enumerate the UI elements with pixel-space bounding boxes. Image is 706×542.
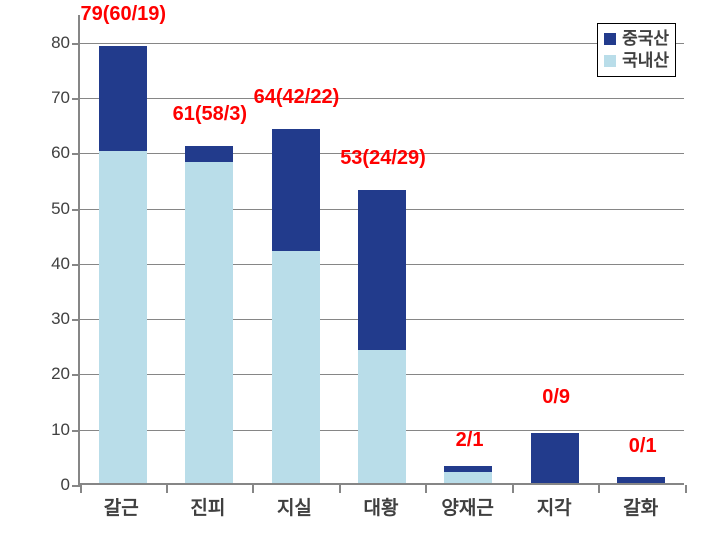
x-tick-label: 갈근 [78,493,165,520]
bar-segment-domestic [358,350,406,483]
x-tick-label: 지각 [511,493,598,520]
bar-segment-chinese [358,190,406,350]
bar-slot [511,15,597,483]
y-tick [72,43,80,45]
bar-slot [339,15,425,483]
bar-segment-chinese [617,477,665,483]
x-tick-label: 갈화 [597,493,684,520]
legend-box: 중국산국내산 [597,23,676,77]
data-label: 61(58/3) [173,103,248,126]
x-tick-label: 양재근 [424,493,511,520]
plot-area: 중국산국내산 79(60/19)61(58/3)64(42/22)53(24/2… [78,15,684,485]
stacked-bar [99,46,147,483]
stacked-bar [531,433,579,483]
stacked-bar [185,146,233,483]
bar-slot [166,15,252,483]
legend-swatch [604,33,616,45]
bar-segment-domestic [444,472,492,483]
bar-segment-domestic [99,151,147,483]
y-tick-label: 40 [24,254,70,274]
legend-item: 국내산 [604,50,669,72]
y-tick-label: 20 [24,364,70,384]
y-tick [72,374,80,376]
y-tick-label: 70 [24,88,70,108]
y-tick-label: 30 [24,309,70,329]
data-label: 64(42/22) [254,86,340,109]
bar-segment-chinese [99,46,147,151]
bar-slot [425,15,511,483]
y-tick-label: 80 [24,33,70,53]
y-tick-label: 0 [24,475,70,495]
x-tick-label: 진피 [165,493,252,520]
stacked-bar [444,466,492,483]
y-tick [72,430,80,432]
stacked-bar [272,129,320,483]
data-label: 2/1 [456,429,484,452]
x-tick-label: 지실 [251,493,338,520]
stacked-bar [617,477,665,483]
y-tick-label: 60 [24,143,70,163]
legend-item: 중국산 [604,28,669,50]
y-tick-label: 10 [24,420,70,440]
legend-swatch [604,55,616,67]
bar-slot [598,15,684,483]
data-label: 0/9 [542,386,570,409]
data-label: 79(60/19) [80,3,166,26]
bars-container [80,15,684,483]
data-label: 0/1 [629,435,657,458]
legend-label: 국내산 [622,50,669,72]
y-tick [72,153,80,155]
legend-label: 중국산 [622,28,669,50]
bar-slot [80,15,166,483]
origin-stacked-bar-chart: 중국산국내산 79(60/19)61(58/3)64(42/22)53(24/2… [24,15,684,525]
bar-segment-chinese [531,433,579,483]
y-axis-labels: 01020304050607080 [24,15,70,485]
x-tick-label: 대황 [338,493,425,520]
bar-segment-domestic [185,162,233,483]
stacked-bar [358,190,406,483]
y-tick-label: 50 [24,199,70,219]
y-tick [72,209,80,211]
bar-segment-domestic [272,251,320,483]
y-tick [72,98,80,100]
data-label: 53(24/29) [340,147,426,170]
x-axis-labels: 갈근진피지실대황양재근지각갈화 [78,493,684,520]
y-tick [72,264,80,266]
y-tick [72,319,80,321]
y-tick [72,485,80,487]
bar-segment-chinese [272,129,320,251]
bar-segment-chinese [185,146,233,163]
